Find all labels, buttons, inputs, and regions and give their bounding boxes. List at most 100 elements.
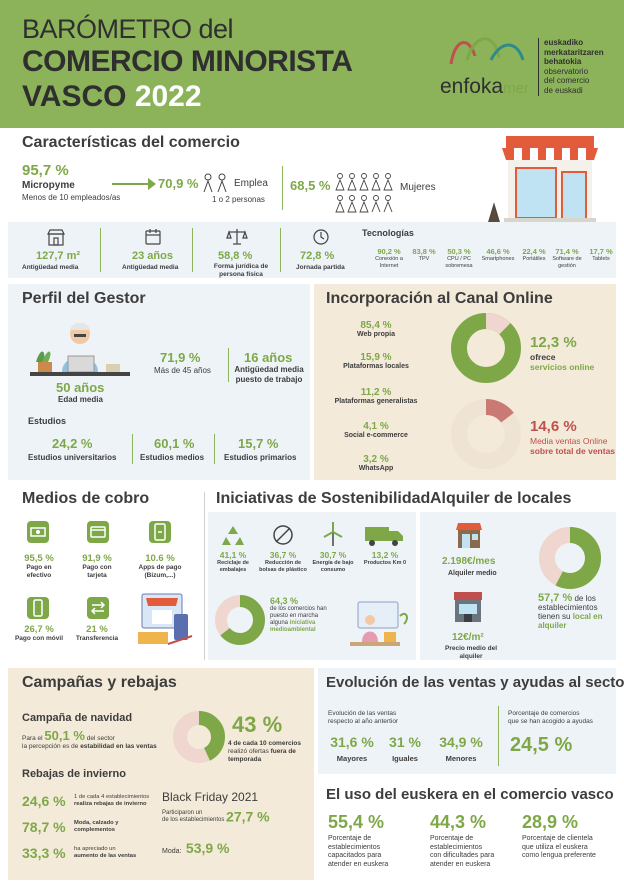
manager-illustration-icon — [30, 322, 130, 376]
title-line3: VASCO — [22, 80, 127, 113]
rental-shop-icon — [456, 523, 482, 548]
online-shop-illustration-icon — [138, 593, 193, 645]
ventas-online-slice — [451, 399, 521, 469]
enfokamer-logo-icon — [449, 37, 525, 65]
cobro-item: 95,5 % Pago en efectivo — [24, 553, 54, 579]
ayudas-value: 24,5 % — [510, 734, 573, 756]
edad-value: 50 años — [56, 380, 105, 395]
arrow-right-icon — [112, 178, 156, 190]
tech-item: 17,7 % Tablets — [589, 247, 613, 262]
logo-wordmark: enfokamer — [440, 75, 529, 98]
servicios-online-donut — [451, 313, 521, 383]
clock-icon — [313, 229, 329, 245]
euskera-item: 44,3 % Porcentaje de establecimientos con … — [430, 812, 495, 868]
sost-item: 36,7 % Reducción de bolsas de plástico — [259, 550, 307, 573]
gestor-panel — [8, 284, 310, 480]
evolucion-item: 34,9 % Menores — [439, 734, 483, 763]
iniciativa-text: 64,3 % de los comercios han puesto en ma… — [270, 596, 327, 633]
micropyme-label: Micropyme — [22, 180, 75, 191]
antig-value: 16 años — [244, 350, 293, 365]
bf-title: Black Friday 2021 — [162, 790, 259, 804]
evolucion-item: 31 % Iguales — [389, 734, 421, 763]
servicios-online-slice — [451, 313, 521, 383]
mas45-label: Más de 45 años — [154, 366, 211, 375]
estudios-universitarios-label: Estudios universitarios — [28, 453, 117, 462]
alquiler-value: 2.198€/mes — [442, 556, 496, 567]
shop-front-icon — [487, 136, 598, 225]
org-text: euskadiko merkataritzaren behatokia obse… — [544, 38, 604, 95]
tech-item: 50,3 % CPU / PC sobremesa — [445, 247, 473, 269]
mujeres-label: Mujeres — [400, 182, 436, 193]
navidad-text: Para el 50,1 % del sector la percepción … — [22, 728, 157, 750]
shopping-woman-illustration-icon — [350, 601, 408, 646]
cobro-item: 21 % Transferencia — [75, 624, 119, 642]
sost-item: 13,2 % Productos Km 0 — [363, 550, 407, 566]
iniciativa-slice — [215, 595, 265, 645]
rebaja-row: 78,7 % Moda, calzado y complementos — [22, 818, 119, 835]
estudios-medios-label: Estudios medios — [140, 453, 205, 462]
euskera-item: 28,9 % Porcentaje de clientela que utiliz… — [522, 812, 596, 859]
rebaja-row: 24,6 % 1 de cada 4 establecimientos reali… — [22, 792, 150, 809]
calendar-icon — [145, 229, 161, 245]
section-evolucion-title: Evolución de las ventas y ayudas al sect… — [326, 674, 624, 691]
antig-label: Antigüedad media puesto de trabajo — [234, 365, 304, 384]
tech-item: 71,4 % Software de gestión — [552, 247, 582, 269]
tech-item: 22,4 % Portátiles — [522, 247, 546, 262]
local-text: 57,7 % de los establecimientos tienen su… — [538, 592, 603, 631]
cash-icon — [27, 521, 49, 543]
precio-label: Precio medio del alquiler — [444, 645, 498, 660]
bf-text: Participaron un de los establecimientos 2… — [162, 808, 270, 825]
ayudas-desc: Porcentaje de comercios que se han acogi… — [508, 710, 593, 725]
ventas-label1: Media ventas Online — [530, 436, 608, 446]
stat-superficie-value: 127,7 m² — [36, 250, 81, 262]
section-euskera-title: El uso del euskera en el comercio vasco — [326, 786, 614, 803]
women-grid-icon — [335, 173, 393, 213]
rebaja-row: 33,3 % ha apreciado un aumento de las ven… — [22, 844, 137, 861]
evolucion-panel — [318, 668, 616, 774]
estudios-universitarios-value: 24,2 % — [52, 436, 93, 451]
estudios-primarios-label: Estudios primarios — [224, 453, 297, 462]
title-line1: BARÓMETRO del — [22, 14, 234, 44]
rebajas-title: Rebajas de invierno — [22, 768, 126, 780]
tech-item: 83,8 % TPV — [412, 247, 436, 262]
shop-small-icon — [47, 229, 65, 246]
stats-panel — [8, 222, 616, 278]
emplea-sub: 1 o 2 personas — [212, 195, 265, 204]
servicios-label2: servicios online — [530, 362, 595, 372]
title-year: 2022 — [134, 80, 202, 113]
mas45-value: 71,9 % — [160, 350, 201, 365]
ofertas-text: 4 de cada 10 comercios realizó ofertas f… — [228, 740, 301, 763]
bf-moda: Moda: 53,9 % — [162, 840, 230, 856]
iniciativa-donut — [215, 595, 265, 645]
ofertas-donut — [173, 711, 225, 763]
sost-item: 41,1 % Reciclaje de embalajes — [217, 550, 249, 573]
micropyme-value: 95,7 % — [22, 162, 69, 179]
alquiler-label: Alquiler medio — [448, 570, 497, 577]
card-icon — [87, 521, 109, 543]
transfer-icon — [87, 597, 109, 619]
mobile-pay-icon — [27, 597, 49, 619]
ventas-desc: Evolución de las ventas respecto al año … — [328, 710, 399, 725]
section-alquiler-title: Alquiler de locales — [430, 490, 572, 507]
navidad-title: Campaña de navidad — [22, 712, 133, 724]
section-online-title: Incorporación al Canal Online — [326, 290, 553, 307]
precio-value: 12€/m² — [452, 632, 484, 643]
section-sostenibilidad-title: Iniciativas de Sostenibilidad — [216, 490, 431, 507]
stat-forma-value: 58,8 % — [218, 250, 253, 262]
emplea-value: 70,9 % — [158, 176, 199, 191]
local-alquiler-donut — [539, 527, 601, 589]
evolucion-item: 31,6 % Mayores — [330, 734, 374, 763]
emplea-label: Emplea — [234, 178, 268, 189]
sost-item: 30,7 % Energía de bajo consumo — [312, 550, 354, 573]
tech-title: Tecnologías — [362, 228, 414, 238]
campanas-panel — [8, 668, 314, 880]
stat-jornada-value: 72,8 % — [300, 250, 335, 262]
stat-forma-label: Forma jurídica de persona física — [213, 263, 269, 278]
tech-item: 46,6 % Smartphones — [481, 247, 515, 262]
stat-antiguedad-value: 23 años — [132, 250, 173, 262]
ventas-value: 14,6 % — [530, 418, 577, 435]
cobro-item: 91,9 % Pago con tarjeta — [82, 553, 112, 579]
truck-icon — [365, 527, 403, 546]
ofertas-value: 43 % — [232, 712, 283, 737]
channel-item: 85,4 % Web propia — [357, 320, 395, 338]
